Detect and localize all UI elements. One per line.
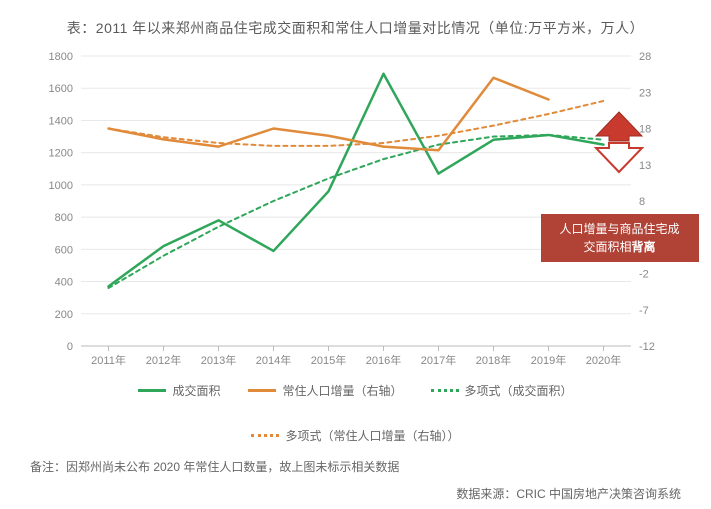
legend: 成交面积 常住人口增量（右轴） 多项式（成交面积） 多项式（常住人口增量（右轴）） — [30, 382, 681, 444]
svg-text:2014年: 2014年 — [255, 353, 290, 367]
chart-plot-area: 0 200 400 600 800 1000 1200 1400 1600 1800 -12 -7 -2… — [31, 46, 681, 376]
chart-svg: 0 200 400 600 800 1000 1200 1400 1600 1800 -12 -7 -2… — [31, 46, 681, 376]
legend-item: 多项式（常住人口增量（右轴）） — [251, 427, 459, 444]
svg-text:2017年: 2017年 — [420, 353, 455, 367]
legend-swatch-icon — [248, 389, 276, 392]
chart-title: 表：2011 年以来郑州商品住宅成交面积和常住人口增量对比情况（单位:万平方米，… — [30, 18, 681, 38]
legend-swatch-icon — [251, 434, 279, 437]
svg-text:1600: 1600 — [48, 83, 72, 95]
svg-text:13: 13 — [639, 160, 651, 172]
svg-text:1400: 1400 — [48, 115, 72, 127]
svg-text:2019年: 2019年 — [530, 353, 565, 367]
svg-text:8: 8 — [639, 196, 645, 208]
data-source: 数据来源：CRIC 中国房地产决策咨询系统 — [30, 485, 681, 502]
legend-label: 多项式（成交面积） — [465, 382, 573, 399]
legend-item: 常住人口增量（右轴） — [248, 382, 402, 399]
svg-text:400: 400 — [54, 277, 72, 289]
svg-text:1800: 1800 — [48, 51, 72, 63]
svg-text:200: 200 — [54, 309, 72, 321]
chart-container: { "title": "表：2011 年以来郑州商品住宅成交面积和常住人口增量对… — [0, 0, 711, 509]
svg-text:28: 28 — [639, 51, 651, 63]
legend-item: 成交面积 — [138, 382, 220, 399]
legend-swatch-icon — [431, 389, 459, 392]
legend-item: 多项式（成交面积） — [431, 382, 573, 399]
svg-text:2018年: 2018年 — [475, 353, 510, 367]
legend-label: 多项式（常住人口增量（右轴）） — [285, 427, 459, 444]
footnote: 备注：因郑州尚未公布 2020 年常住人口数量，故上图未标示相关数据 — [30, 458, 681, 475]
svg-text:23: 23 — [639, 87, 651, 99]
annotation-callout: 人口增量与商品住宅成交面积相背离 — [541, 214, 699, 262]
svg-text:-12: -12 — [639, 341, 655, 353]
svg-text:2012年: 2012年 — [145, 353, 180, 367]
legend-label: 成交面积 — [172, 382, 220, 399]
svg-text:2011年: 2011年 — [91, 353, 126, 367]
svg-text:1000: 1000 — [48, 180, 72, 192]
legend-swatch-icon — [138, 389, 166, 392]
svg-text:-7: -7 — [639, 305, 649, 317]
svg-text:2013年: 2013年 — [200, 353, 235, 367]
svg-text:18: 18 — [639, 124, 651, 136]
legend-label: 常住人口增量（右轴） — [282, 382, 402, 399]
svg-text:-2: -2 — [639, 269, 649, 281]
svg-text:2016年: 2016年 — [365, 353, 400, 367]
arrow-down-icon — [596, 143, 642, 172]
svg-text:0: 0 — [66, 341, 72, 353]
svg-text:600: 600 — [54, 244, 72, 256]
svg-text:1200: 1200 — [48, 148, 72, 160]
svg-text:2020年: 2020年 — [585, 353, 620, 367]
svg-text:800: 800 — [54, 212, 72, 224]
svg-text:2015年: 2015年 — [310, 353, 345, 367]
arrow-up-icon — [596, 112, 642, 141]
